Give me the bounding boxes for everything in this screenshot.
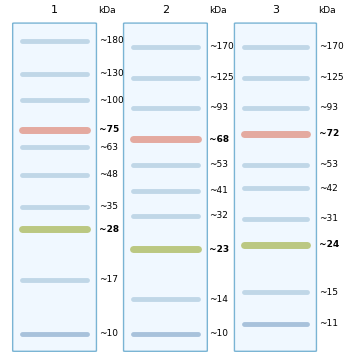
Text: ~17: ~17 <box>99 275 118 284</box>
Text: ~130: ~130 <box>99 69 123 78</box>
FancyBboxPatch shape <box>124 23 207 351</box>
FancyBboxPatch shape <box>13 23 96 351</box>
Text: ~28: ~28 <box>99 225 119 234</box>
Text: ~75: ~75 <box>99 125 119 134</box>
Text: ~100: ~100 <box>99 96 123 105</box>
Text: ~170: ~170 <box>319 42 343 51</box>
Text: ~32: ~32 <box>209 211 228 220</box>
Text: ~63: ~63 <box>99 143 118 152</box>
Text: kDa: kDa <box>319 6 336 15</box>
Text: ~93: ~93 <box>319 103 338 112</box>
Text: ~23: ~23 <box>209 245 230 254</box>
Text: ~10: ~10 <box>209 329 228 338</box>
Text: ~14: ~14 <box>209 295 228 304</box>
Text: ~35: ~35 <box>99 202 118 211</box>
Text: ~15: ~15 <box>319 288 338 297</box>
Text: ~180: ~180 <box>99 36 123 45</box>
Text: ~68: ~68 <box>209 135 230 144</box>
Text: 1: 1 <box>51 5 58 15</box>
Text: kDa: kDa <box>99 6 116 15</box>
FancyBboxPatch shape <box>234 23 316 351</box>
Text: ~10: ~10 <box>99 329 118 338</box>
Text: ~41: ~41 <box>209 186 228 195</box>
Text: ~11: ~11 <box>319 319 338 328</box>
Text: ~72: ~72 <box>319 129 339 138</box>
Text: ~48: ~48 <box>99 170 118 179</box>
Text: kDa: kDa <box>209 6 227 15</box>
Text: ~53: ~53 <box>319 160 338 169</box>
Text: 3: 3 <box>272 5 279 15</box>
Text: ~53: ~53 <box>209 160 228 169</box>
Text: ~170: ~170 <box>209 42 234 51</box>
Text: 2: 2 <box>162 5 169 15</box>
Text: ~93: ~93 <box>209 103 228 112</box>
Text: ~31: ~31 <box>319 214 338 224</box>
Text: ~125: ~125 <box>209 73 234 82</box>
Text: ~42: ~42 <box>319 184 337 193</box>
Text: ~125: ~125 <box>319 73 343 82</box>
Text: ~24: ~24 <box>319 240 339 250</box>
